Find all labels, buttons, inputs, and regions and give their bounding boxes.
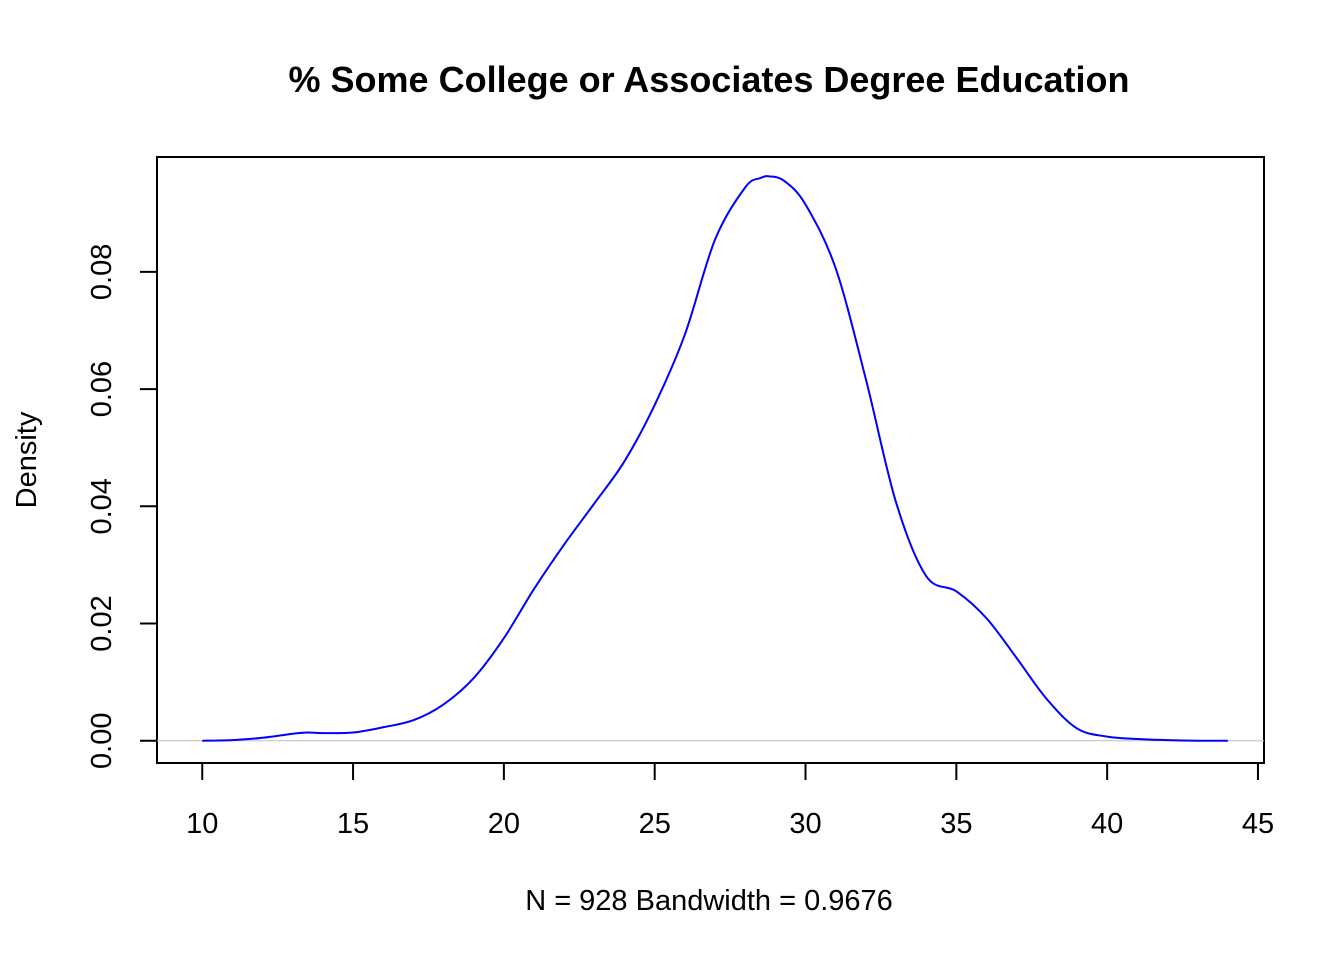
density-curve	[202, 175, 1228, 742]
y-tick-label: 0.00	[86, 713, 118, 769]
y-tick-label: 0.02	[86, 595, 118, 651]
y-tick-label: 0.04	[86, 478, 118, 534]
x-tick-label: 20	[488, 808, 520, 840]
x-tick-label: 10	[186, 808, 218, 840]
x-tick-label: 25	[639, 808, 671, 840]
plot-frame	[156, 156, 1265, 764]
y-tick-label: 0.08	[86, 244, 118, 300]
x-tick-label: 15	[337, 808, 369, 840]
y-axis: 0.00 0.02 0.04 0.06 0.08	[86, 244, 158, 769]
y-axis-label: Density	[11, 411, 43, 508]
x-tick-label: 35	[940, 808, 972, 840]
x-axis: 10 15 20 25 30 35 40 45	[186, 762, 1274, 840]
y-tick-label: 0.06	[86, 361, 118, 417]
x-tick-label: 40	[1091, 808, 1123, 840]
x-tick-label: 45	[1242, 808, 1274, 840]
x-axis-label: N = 928 Bandwidth = 0.9676	[525, 885, 893, 917]
chart-title: % Some College or Associates Degree Educ…	[289, 59, 1130, 100]
x-tick-label: 30	[789, 808, 821, 840]
